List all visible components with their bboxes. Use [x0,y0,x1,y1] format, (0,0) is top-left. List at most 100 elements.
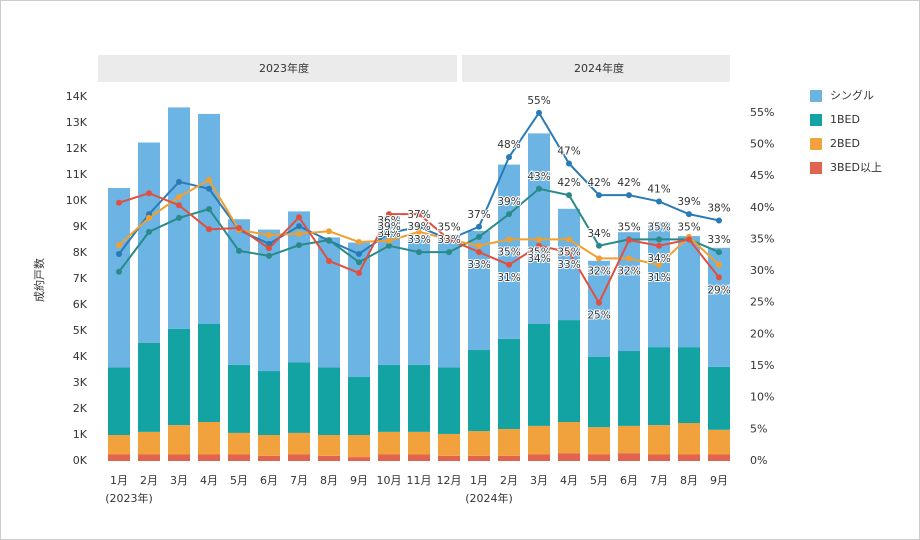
y-tick-label: 3K [73,376,88,389]
bar-segment [558,320,580,422]
ratio-point [266,252,272,259]
legend-swatch [810,90,822,102]
bar-segment [648,454,670,461]
x-tick-label: 9月 [350,474,368,487]
bar-segment [138,342,160,432]
ratio-point [596,255,602,262]
bar-segment [588,357,610,428]
ratio-point [326,257,332,264]
y2-tick-label: 5% [750,422,767,435]
ratio-label: 35% [677,221,700,233]
ratio-label: 33% [437,234,460,246]
ratio-label: 35% [557,246,580,258]
bar-segment [348,242,370,378]
ratio-point [326,237,332,244]
y2-tick-label: 15% [750,359,774,372]
x-note: (2023年) [105,491,153,505]
ratio-point [266,245,272,252]
ratio-point [386,211,392,218]
bar-segment [288,454,310,461]
ratio-label: 32% [617,265,640,277]
bar-segment [468,455,490,461]
ratio-label: 32% [587,265,610,277]
ratio-point [146,214,152,221]
ratio-point [236,247,242,254]
ratio-point [566,236,572,243]
bar-segment [678,236,700,348]
bar-segment [378,216,400,365]
ratio-label: 34% [527,253,550,265]
bar-segment [318,435,340,456]
ratio-point [596,242,602,249]
ratio-point [386,237,392,244]
ratio-point [536,109,542,116]
bar-segment [198,422,220,455]
ratio-point [296,223,302,230]
bar-segment [468,230,490,350]
x-tick-label: 7月 [650,474,668,487]
ratio-label: 35% [437,221,460,233]
ratio-point [206,226,212,233]
y2-tick-label: 20% [750,327,774,340]
bar-segment [228,364,250,433]
bar-segment [708,454,730,461]
ratio-label: 35% [617,221,640,233]
ratio-point [506,154,512,161]
ratio-label: 33% [557,259,580,271]
ratio-point [626,237,632,244]
bar-segment [408,364,430,432]
legend-label: 2BED [830,137,860,150]
ratio-point [386,230,392,237]
bar-segment [288,432,310,455]
ratio-point [626,192,632,199]
bar-segment [618,425,640,454]
ratio-point [566,192,572,199]
ratio-point [416,249,422,256]
x-tick-label: 8月 [320,474,338,487]
ratio-point [176,178,182,185]
ratio-point [656,198,662,205]
bar-segment [588,427,610,455]
ratio-point [716,249,722,256]
y-tick-label: 14K [66,90,88,103]
x-tick-label: 2月 [140,474,158,487]
bar-segment [528,425,550,455]
y-tick-label: 7K [73,272,88,285]
y2-tick-label: 35% [750,232,774,245]
ratio-point [416,211,422,218]
ratio-point [116,268,122,275]
bar-segment [108,188,130,368]
ratio-point [656,261,662,268]
bar-segment [198,454,220,461]
legend-swatch [810,114,822,126]
bar-segment [438,433,460,456]
ratio-label: 29% [707,284,730,296]
bar-segment [498,429,520,456]
ratio-label: 25% [587,310,610,322]
ratio-label: 55% [527,95,550,107]
bar-segment [228,454,250,461]
ratio-point [296,214,302,221]
bar-segment [408,454,430,461]
y2-tick-label: 25% [750,296,774,309]
facet-header [98,55,457,82]
y2-tick-label: 45% [750,169,774,182]
ratio-point [146,228,152,235]
bar-segment [438,234,460,368]
x-tick-label: 3月 [170,474,188,487]
x-tick-label: 12月 [437,474,462,487]
ratio-point [386,242,392,249]
y-tick-label: 11K [66,168,88,181]
ratio-point [296,242,302,249]
bar-segment [198,323,220,422]
bar-segment [468,349,490,432]
ratio-point [296,230,302,237]
x-tick-label: 8月 [680,474,698,487]
bar-segment [678,347,700,424]
ratio-point [146,190,152,197]
bar-segment [138,431,160,455]
ratio-point [656,242,662,249]
bar-segment [408,431,430,455]
y2-tick-label: 10% [750,391,774,404]
x-tick-label: 5月 [230,474,248,487]
